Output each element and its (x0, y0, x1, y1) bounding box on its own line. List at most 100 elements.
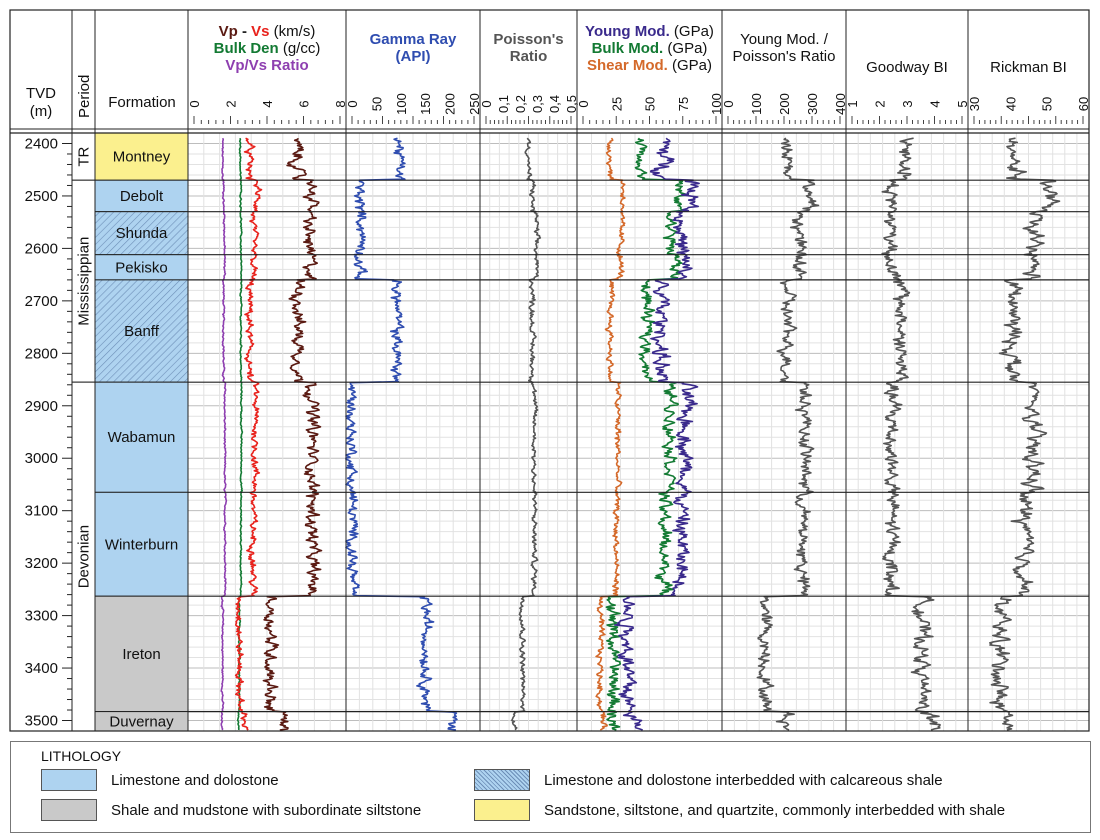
title-part: (GPa) (668, 57, 712, 74)
title-part: Vp (219, 23, 238, 40)
young-mod-curve (614, 137, 700, 731)
title-part: (GPa) (670, 23, 714, 40)
axis-tick-label: 2 (873, 100, 888, 107)
axis-tick-label: 150 (418, 93, 433, 115)
axis-tick-label: 0 (345, 100, 360, 107)
axis-tick-label: 0,3 (530, 95, 545, 113)
vpvs-curve (220, 137, 228, 731)
legend-swatch-shale (41, 799, 97, 821)
period-label: Devonian (76, 525, 93, 588)
title-part: Poisson's (493, 31, 563, 48)
figure-frame (9, 9, 1090, 732)
title-part: Ratio (510, 48, 548, 65)
formation-header: Formation (108, 94, 176, 111)
bulk-mod-curve (605, 137, 690, 731)
track-moduli-title: Bulk Mod. (GPa) (592, 40, 708, 57)
legend-item-sandstone: Sandstone, siltstone, and quartzite, com… (474, 799, 1005, 821)
title-part: Rickman BI (990, 59, 1067, 76)
title-part: (g/cc) (279, 40, 321, 57)
axis-tick-label: 250 (467, 93, 482, 115)
axis-tick-label: 60 (1076, 97, 1091, 111)
tvd-label: TVD (26, 85, 56, 102)
formation-label: Ireton (122, 646, 160, 663)
goodway-bi-curve (881, 137, 941, 731)
axis-tick-label: 0,5 (564, 95, 579, 113)
track-velocity-title: Vp - Vs (km/s) (219, 23, 316, 40)
legend-item-shale: Shale and mudstone with subordinate silt… (41, 799, 421, 821)
formation-label: Pekisko (115, 259, 168, 276)
axis-tick-label: 400 (833, 93, 848, 115)
formation-cell (94, 211, 189, 256)
axis-tick-label: 25 (609, 97, 624, 111)
track-velocity-title: Bulk Den (g/cc) (214, 40, 321, 57)
track-moduli-title: Young Mod. (GPa) (585, 23, 714, 40)
title-part: Goodway BI (866, 59, 948, 76)
axis-tick-label: 0 (479, 100, 494, 107)
formation-cell (94, 381, 189, 493)
axis-tick-label: 100 (394, 93, 409, 115)
poisson-ratio-curve (511, 137, 542, 731)
depth-tick-label: 2600 (25, 240, 58, 257)
lithology-legend: LITHOLOGY Limestone and dolostone Limest… (10, 741, 1091, 833)
title-part: Young Mod. (585, 23, 670, 40)
formation-cell (94, 595, 189, 713)
axis-tick-label: 4 (928, 100, 943, 107)
axis-tick-label: 50 (643, 97, 658, 111)
legend-swatch-sandstone (474, 799, 530, 821)
legend-label-sandstone: Sandstone, siltstone, and quartzite, com… (544, 801, 1006, 819)
legend-swatch-limestone (41, 769, 97, 791)
track-gamma-title: (API) (396, 48, 431, 65)
formation-cell (94, 279, 189, 383)
title-part: Vp/Vs Ratio (225, 57, 308, 74)
track-velocity-title: Vp/Vs Ratio (225, 57, 308, 74)
depth-tick-label: 3300 (25, 608, 58, 625)
axis-tick-label: 100 (749, 93, 764, 115)
axis-tick-label: 75 (676, 97, 691, 111)
formation-cell (94, 132, 189, 181)
track-ypr-title: Poisson's Ratio (733, 48, 836, 65)
title-part: - (238, 23, 251, 40)
axis-tick-label: 0 (721, 100, 736, 107)
title-part: (API) (396, 48, 431, 65)
title-part: Gamma Ray (370, 31, 457, 48)
depth-tick-label: 3200 (25, 555, 58, 572)
axis-tick-label: 0,4 (547, 95, 562, 113)
depth-tick-label: 3100 (25, 503, 58, 520)
vs-curve (234, 137, 263, 731)
axis-tick-label: 2 (224, 100, 239, 107)
axis-tick-label: 0,1 (496, 95, 511, 113)
formation-cell (94, 254, 189, 281)
axis-tick-label: 40 (1003, 97, 1018, 111)
period-label: Mississippian (76, 237, 93, 326)
title-part: (GPa) (663, 40, 707, 57)
legend-item-interbedded: Limestone and dolostone interbedded with… (474, 769, 943, 791)
depth-tick-label: 3500 (25, 713, 58, 730)
tvd-unit: (m) (30, 103, 53, 120)
track-rickman-title: Rickman BI (990, 59, 1067, 76)
title-part: Shear Mod. (587, 57, 668, 74)
legend-swatch-interbedded (474, 769, 530, 791)
formation-label: Banff (124, 323, 160, 340)
axis-tick-label: 3 (900, 100, 915, 107)
legend-label-limestone: Limestone and dolostone (111, 771, 279, 789)
axis-tick-label: 0 (576, 100, 591, 107)
track-ypr-title: Young Mod. / (740, 31, 829, 48)
depth-tick-label: 2800 (25, 345, 58, 362)
axis-tick-label: 200 (443, 93, 458, 115)
vp-curve (262, 137, 323, 731)
axis-tick-label: 50 (369, 97, 384, 111)
legend-label-interbedded: Limestone and dolostone interbedded with… (544, 771, 943, 789)
axis-tick-label: 0 (187, 100, 202, 107)
well-log-chart: TR Mississippian Devonian Montney Debolt Shun… (9, 9, 1091, 732)
track-moduli-title: Shear Mod. (GPa) (587, 57, 712, 74)
title-part: Young Mod. / (740, 31, 829, 48)
depth-tick-label: 2500 (25, 188, 58, 205)
axis-tick-label: 1 (845, 100, 860, 107)
formation-label: Montney (113, 149, 171, 166)
formation-label: Debolt (120, 188, 164, 205)
track-goodway-title: Goodway BI (866, 59, 948, 76)
axis-tick-label: 0,2 (513, 95, 528, 113)
axis-tick-label: 5 (955, 100, 970, 107)
formation-label: Shunda (116, 225, 168, 242)
legend-item-limestone: Limestone and dolostone (41, 769, 279, 791)
